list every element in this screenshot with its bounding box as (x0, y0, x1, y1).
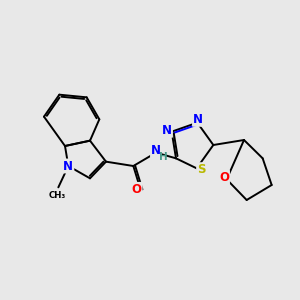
Text: N: N (162, 124, 172, 137)
Text: H: H (159, 152, 168, 162)
Text: N: N (151, 144, 161, 157)
Text: CH₃: CH₃ (49, 191, 66, 200)
Text: S: S (197, 163, 206, 176)
Text: N: N (193, 113, 203, 126)
Text: O: O (132, 183, 142, 196)
Text: O: O (219, 171, 229, 184)
Text: N: N (63, 160, 73, 172)
